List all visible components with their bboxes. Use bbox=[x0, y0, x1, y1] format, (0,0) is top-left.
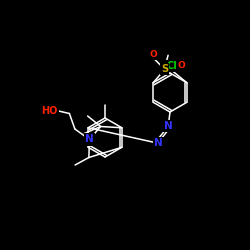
Text: O: O bbox=[150, 50, 158, 59]
Text: N: N bbox=[164, 121, 173, 131]
Text: Cl: Cl bbox=[166, 61, 177, 71]
Text: HO: HO bbox=[41, 106, 58, 116]
Text: N: N bbox=[85, 134, 94, 144]
Text: O: O bbox=[177, 61, 185, 70]
Text: N: N bbox=[154, 138, 162, 148]
Text: S: S bbox=[161, 64, 168, 74]
